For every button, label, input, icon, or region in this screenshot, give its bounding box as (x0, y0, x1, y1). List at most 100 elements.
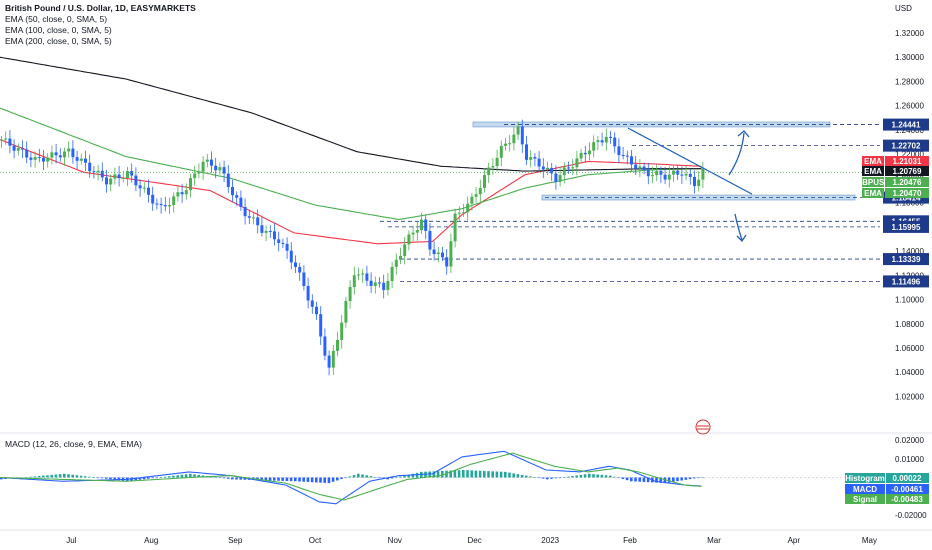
candle-body (205, 159, 209, 162)
candle-body (54, 152, 58, 156)
candle-body (289, 250, 293, 263)
macd-histogram-bar (562, 477, 566, 478)
candle-body (583, 152, 587, 155)
candle-body (92, 171, 96, 173)
candle-body (562, 167, 566, 176)
candle-body (25, 149, 29, 158)
price-tick-label: 1.06000 (895, 344, 924, 353)
candle-body (525, 144, 528, 160)
macd-histogram-bar (554, 477, 557, 479)
macd-histogram-bar (277, 477, 280, 481)
macd-histogram-bar (466, 470, 469, 478)
candle-body (550, 167, 554, 174)
candle-body (75, 157, 79, 161)
candle-body (105, 177, 108, 185)
ema-line (0, 139, 702, 245)
candle-body (567, 167, 570, 169)
macd-histogram-bar (264, 477, 268, 481)
marker-label: EMA (864, 189, 882, 198)
macd-histogram-bar (487, 471, 490, 478)
up-arrow-head (737, 130, 750, 138)
macd-histogram-bar (113, 477, 116, 480)
macd-histogram-bar (684, 477, 688, 480)
ema100-legend: EMA (100, close, 0, SMA, 5) (5, 25, 112, 35)
ema-line (0, 107, 702, 221)
level-value: 1.22702 (892, 142, 921, 151)
time-tick-label: Feb (623, 536, 637, 545)
time-tick-label: Oct (309, 536, 322, 545)
macd-histogram-bar (340, 477, 343, 480)
macd-histogram-bar (294, 477, 297, 482)
candle-body (239, 197, 243, 207)
macd-histogram-bar (646, 477, 650, 483)
candle-body (655, 170, 659, 176)
candle-body (29, 157, 33, 160)
candle-body (331, 350, 335, 368)
time-tick-label: Apr (788, 536, 801, 545)
marker-value-box (885, 156, 929, 166)
macd-histogram-bar (592, 474, 595, 478)
candle-body (474, 194, 478, 197)
level-value: 1.15995 (892, 223, 921, 232)
macd-histogram-bar (336, 477, 339, 481)
macd-histogram-bar (54, 474, 58, 478)
candle-body (579, 152, 583, 159)
candle-body (222, 167, 226, 174)
macd-histogram-bar (88, 476, 91, 478)
candle-body (554, 173, 558, 182)
macd-histogram-bar (84, 476, 87, 478)
down-arrow-head (736, 234, 747, 243)
macd-histogram-bar (672, 477, 675, 482)
time-tick-label: Jul (66, 536, 76, 545)
candle-body (302, 272, 306, 287)
macd-histogram-bar (390, 477, 394, 479)
level-value: 1.11496 (892, 277, 921, 286)
candle-body (411, 232, 415, 235)
time-tick-label: Dec (467, 536, 481, 545)
macd-marker-label-box (845, 484, 885, 494)
macd-histogram-bar (512, 473, 515, 478)
macd-histogram-bar (453, 470, 457, 478)
candle-body (256, 217, 260, 226)
candle-body (310, 300, 314, 307)
price-tick-label: 1.30000 (895, 53, 924, 62)
macd-histogram-bar (613, 476, 616, 478)
macd-histogram-bar (361, 474, 364, 478)
price-tick-label: 1.32000 (895, 29, 924, 38)
macd-histogram-bar (239, 477, 242, 480)
candle-body (50, 152, 54, 158)
macd-histogram-bar (596, 474, 599, 478)
candle-body (352, 275, 356, 288)
candle-body (592, 142, 596, 151)
candle-body (252, 217, 255, 219)
candle-body (642, 166, 646, 171)
candle-body (264, 230, 268, 233)
candle-body (273, 231, 276, 240)
time-tick-label: Nov (388, 536, 402, 545)
marker-value-box (885, 166, 929, 176)
macd-histogram-bar (75, 475, 79, 478)
candle-body (306, 286, 310, 301)
macd-histogram-bar (96, 477, 100, 479)
macd-histogram-bar (688, 477, 692, 480)
candle-body (58, 155, 62, 158)
marker-value-box (885, 177, 929, 187)
candle-body (621, 155, 625, 157)
candle-body (390, 266, 394, 281)
macd-marker-label: Histogram (845, 474, 885, 483)
marker-label-box (862, 188, 884, 198)
macd-histogram-bar (289, 477, 293, 482)
candle-body (147, 187, 150, 195)
candle-body (298, 266, 302, 273)
candle-body (646, 170, 650, 177)
candle-body (546, 167, 549, 170)
macd-histogram-bar (428, 471, 431, 478)
macd-marker-label-box (845, 494, 885, 504)
macd-histogram-bar (105, 477, 108, 479)
candle-body (487, 167, 491, 176)
macd-histogram-bar (331, 477, 335, 482)
macd-histogram-bar (541, 477, 545, 479)
level-value: 1.13339 (892, 255, 921, 264)
time-tick-label: May (862, 536, 877, 545)
